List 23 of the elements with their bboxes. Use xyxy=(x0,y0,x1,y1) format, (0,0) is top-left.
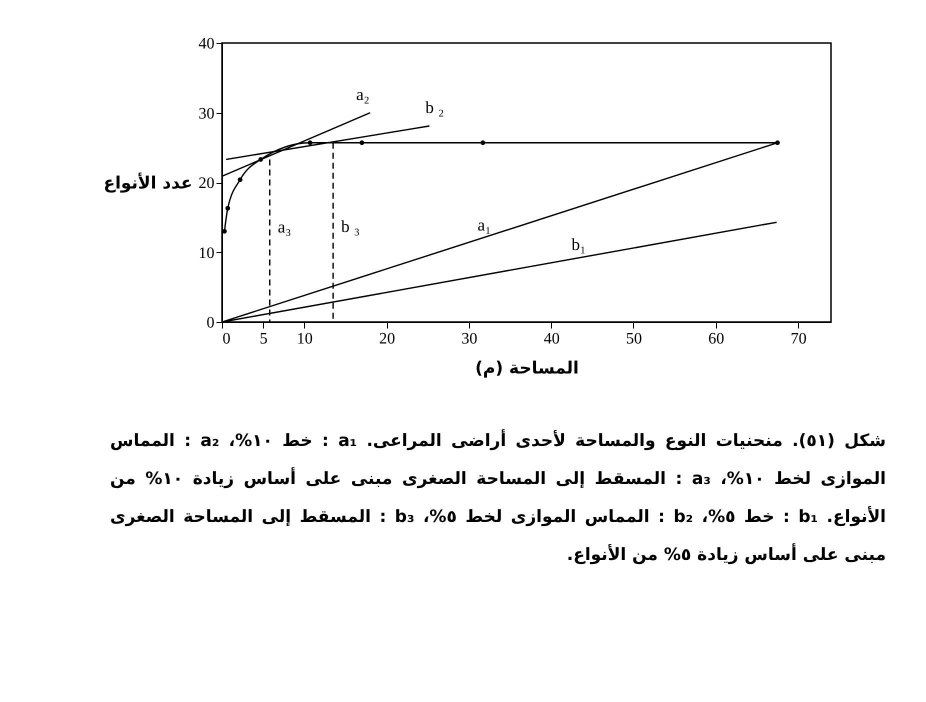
y-tick-label: 20 xyxy=(198,175,214,192)
x-axis-title: المساحة (م) xyxy=(475,358,579,378)
x-tick-label: 70 xyxy=(790,330,807,348)
x-tick-label: 0 xyxy=(222,330,230,348)
x-tick-label: 5 xyxy=(260,330,268,348)
series-label: b ₃ xyxy=(341,216,360,236)
series-label: a₁ xyxy=(478,216,492,235)
x-tick-label: 10 xyxy=(296,330,313,348)
x-tick-label: 20 xyxy=(379,330,396,348)
y-tick-label: 40 xyxy=(198,36,214,52)
x-tick-label: 40 xyxy=(544,330,560,348)
x-tick-label: 60 xyxy=(708,330,724,348)
x-tick-label: 30 xyxy=(461,330,478,348)
series-label: a₃ xyxy=(278,218,292,237)
series-label: a₂ xyxy=(356,84,370,104)
series-label: b ₂ xyxy=(425,98,444,118)
y-tick-label: 10 xyxy=(198,244,214,262)
y-tick-label: 0 xyxy=(206,314,214,332)
x-tick-label: 50 xyxy=(626,330,642,348)
series-label: b₁ xyxy=(571,235,586,254)
y-axis-title: عدد الأنواع xyxy=(103,172,192,194)
y-tick-label: 30 xyxy=(198,105,214,122)
text: شكل (٥١). منحنيات النوع والمساحة لأحدى أراضى المراعى. a₁ : خط ١٠%، a₂ : المماس الموازى لخط ١٠%، a₃ : المسقط إلى المساحة الصغرى مبنى على أساس زيادة ١٠% من الأنواع. b₁ : خط ٥%، b₂ : المماس الموازى لخط ٥%، b₃ : المسقط إلى المساحة الصغرى مبنى على أساس زيادة ٥% من الأنواع. xyxy=(110,428,886,567)
